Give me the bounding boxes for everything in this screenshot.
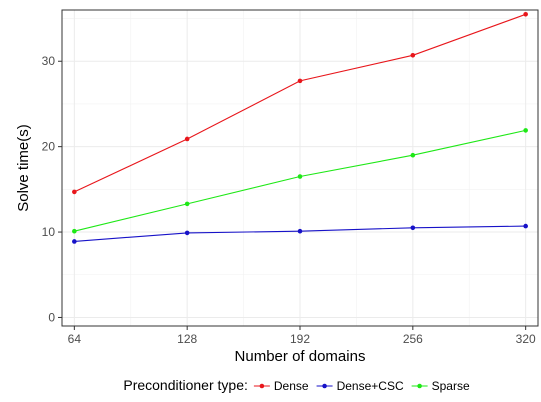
x-tick-label: 320 [516, 332, 536, 346]
data-point-sparse [297, 174, 303, 179]
legend: Preconditioner type: Dense Dense+CSC Spars… [123, 377, 470, 393]
x-tick-label: 192 [290, 332, 310, 346]
x-tick-label: 128 [177, 332, 197, 346]
x-axis-ticks: 64 128 192 256 320 [68, 326, 536, 346]
legend-item-dense-csc: Dense+CSC [316, 379, 404, 393]
legend-title: Preconditioner type: [123, 377, 248, 393]
data-point-sparse [72, 228, 77, 234]
legend-label: Sparse [432, 379, 470, 393]
data-point-dense [410, 52, 416, 58]
legend-item-dense: Dense [253, 379, 309, 393]
y-axis-title: Solve time(s) [15, 124, 32, 212]
data-point-dense-csc [184, 230, 190, 236]
legend-label: Dense+CSC [337, 379, 404, 393]
series-layer [72, 11, 528, 244]
legend-items: Dense Dense+CSC Sparse [253, 379, 470, 393]
data-point-dense-csc [523, 223, 528, 229]
y-tick-label: 30 [42, 54, 56, 68]
data-point-dense [184, 136, 190, 142]
data-point-sparse [523, 128, 528, 133]
y-tick-label: 10 [42, 225, 56, 239]
data-point-dense [297, 78, 303, 84]
data-point-dense-csc [410, 225, 416, 231]
x-tick-label: 64 [68, 332, 82, 346]
legend-key-point [259, 383, 265, 389]
legend-key-point [417, 383, 422, 389]
x-tick-label: 256 [403, 332, 423, 346]
x-axis-title: Number of domains [235, 348, 366, 365]
data-point-dense-csc [297, 228, 303, 234]
legend-label: Dense [274, 379, 309, 393]
legend-item-sparse: Sparse [411, 379, 470, 393]
y-tick-label: 0 [48, 310, 55, 324]
y-axis-ticks: 0 10 20 30 [42, 54, 62, 324]
y-tick-label: 20 [42, 140, 56, 154]
data-point-sparse [410, 152, 416, 158]
data-point-dense [72, 189, 77, 195]
legend-key-point [322, 383, 327, 389]
data-point-sparse [184, 201, 190, 207]
data-point-dense-csc [72, 239, 77, 244]
data-point-dense [523, 11, 528, 17]
